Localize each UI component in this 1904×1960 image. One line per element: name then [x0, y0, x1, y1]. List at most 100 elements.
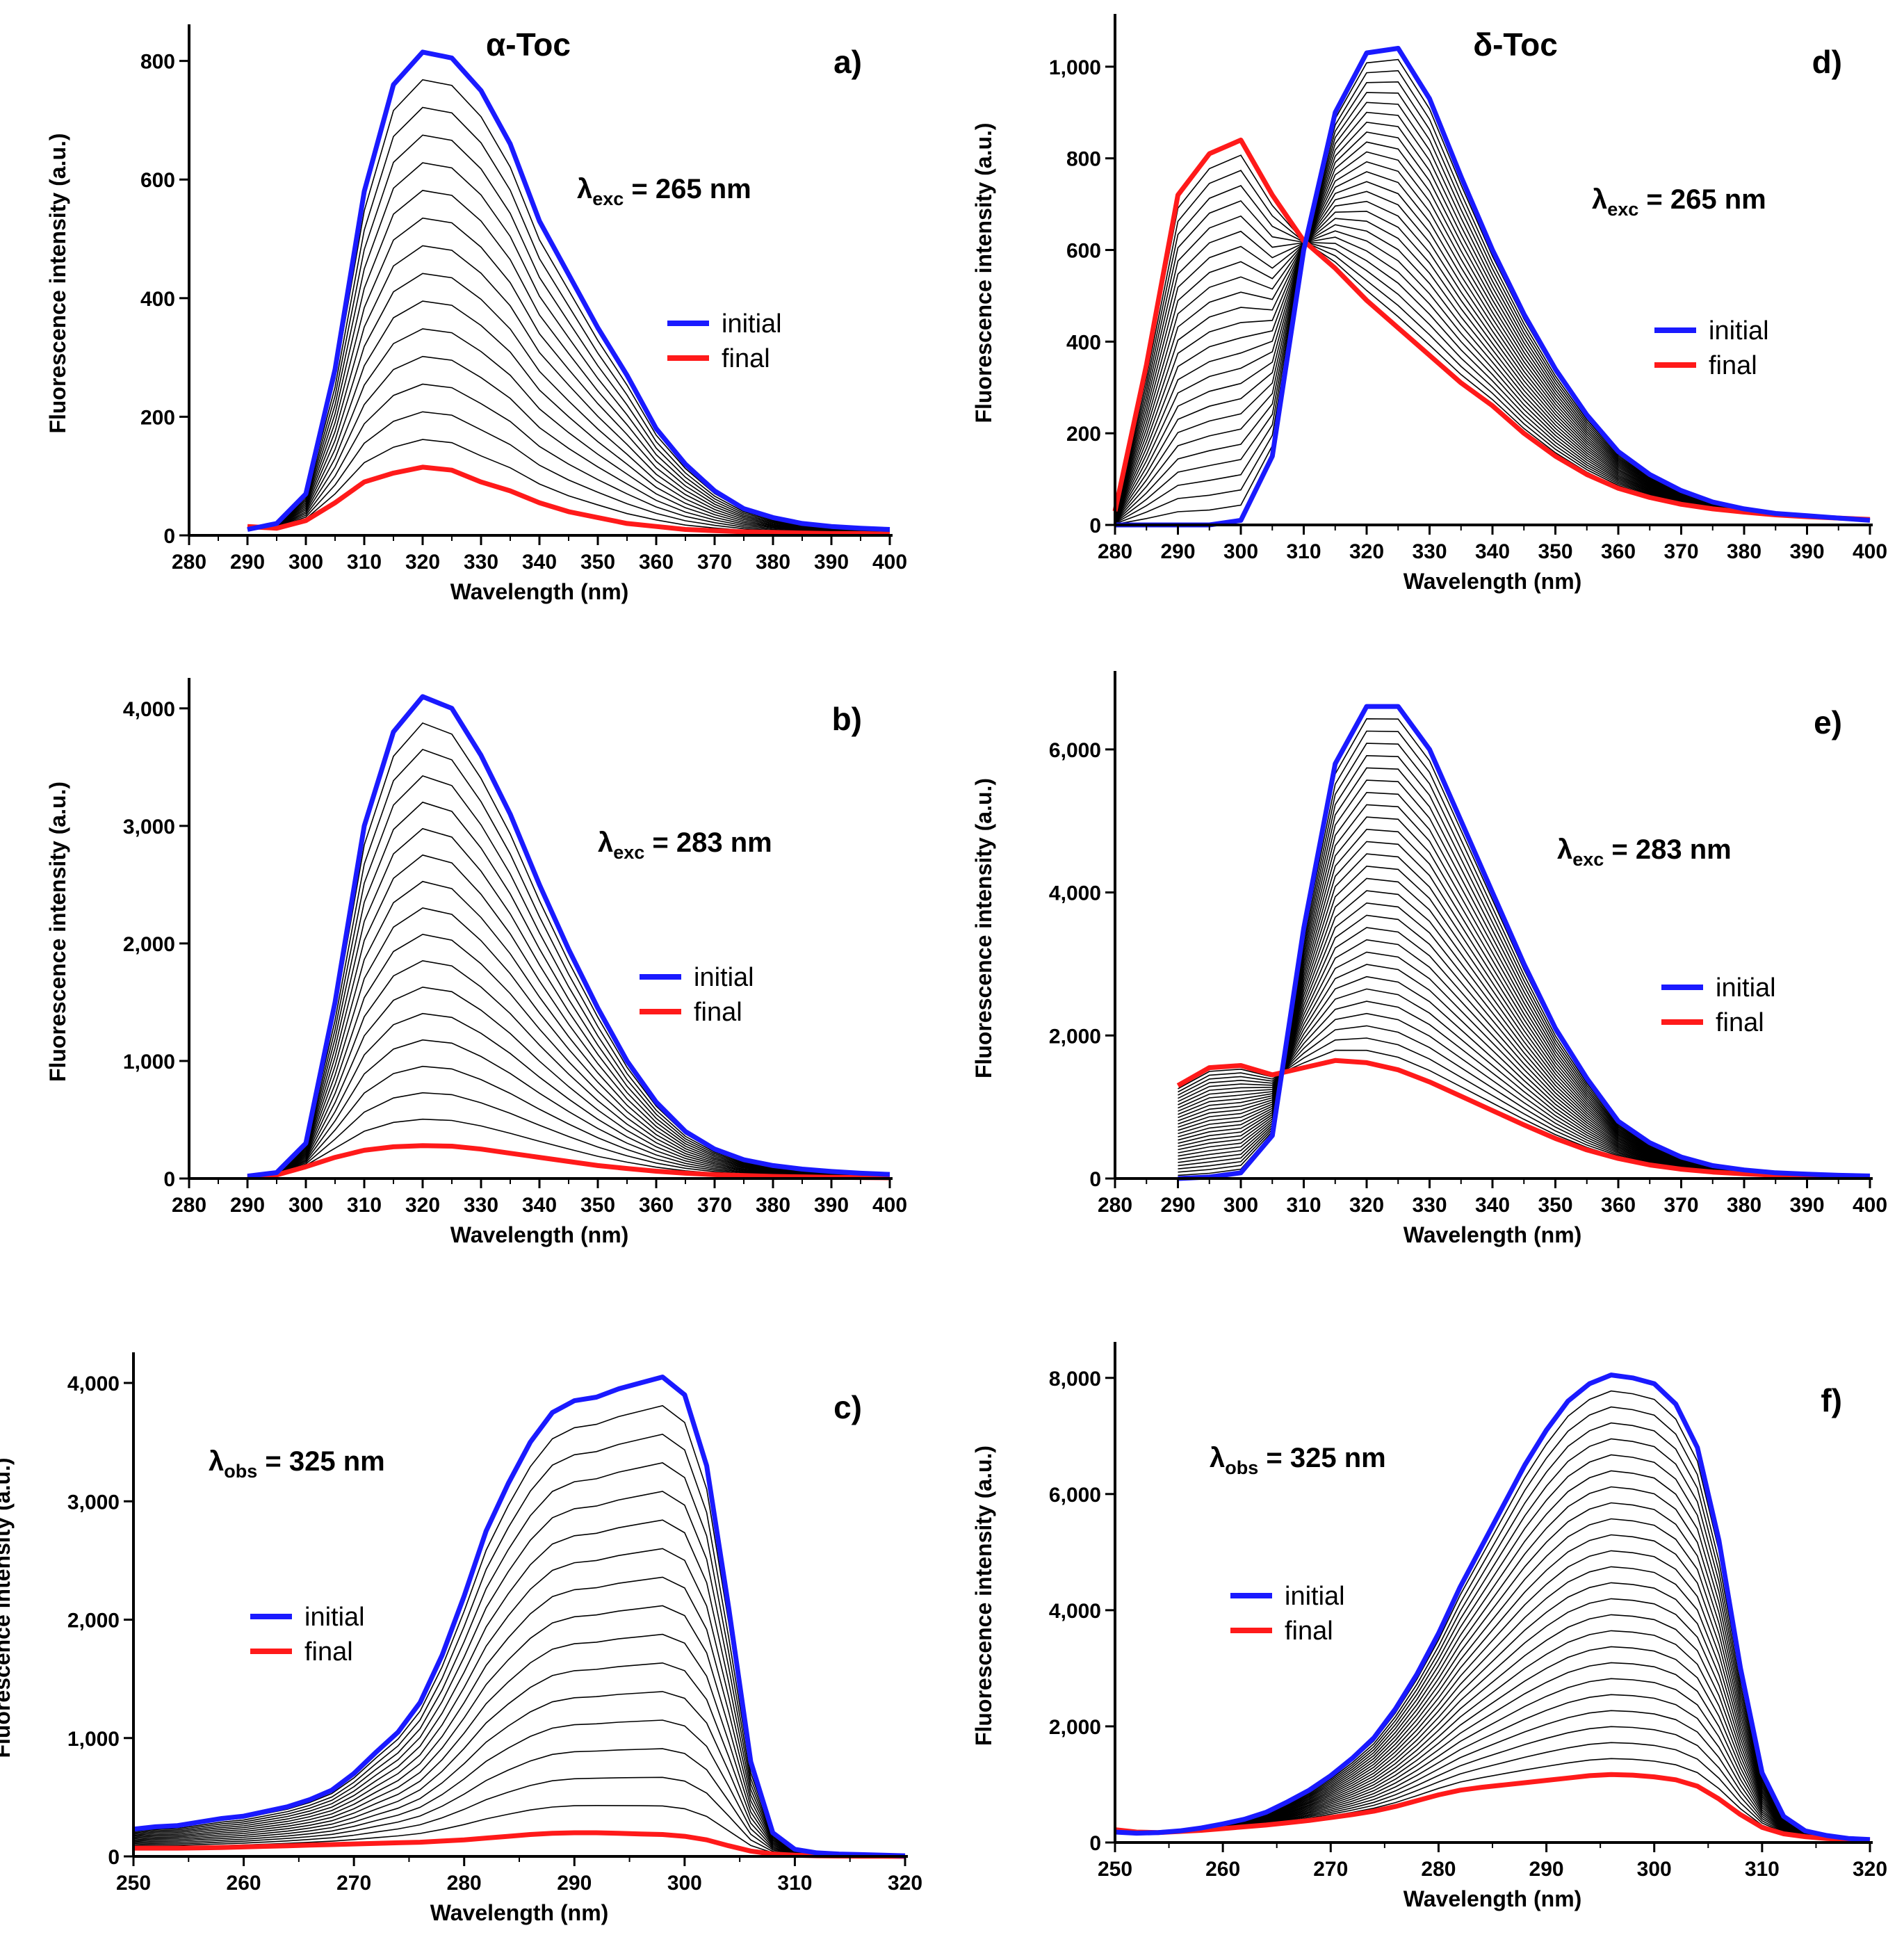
y-tick-label-4: 4,000 — [123, 698, 175, 721]
series-initial-line — [133, 1375, 906, 1858]
y-tick-label-1: 200 — [140, 406, 175, 429]
y-tick-label-3: 3,000 — [67, 1491, 120, 1514]
lambda-value: = 325 nm — [257, 1446, 384, 1477]
x-tick-label-0: 250 — [1098, 1858, 1132, 1881]
chart-panel-1: 280 290 300 310 320 330 340 350 360 370 380 390 400 0… — [45, 678, 907, 1247]
intermediate-curve-3 — [247, 134, 890, 531]
x-tick-label-3: 310 — [1286, 1194, 1321, 1217]
y-tick-label-3: 600 — [1066, 240, 1101, 263]
x-tick-label-5: 330 — [1412, 1194, 1447, 1217]
y-tick-label-0: 0 — [163, 525, 175, 548]
x-tick-label-12: 400 — [1853, 1194, 1887, 1217]
intermediate-curve-11 — [247, 986, 890, 1178]
x-tick-label-1: 260 — [1205, 1858, 1240, 1881]
panel-title: α-Toc — [486, 26, 571, 63]
y-tick-label-2: 4,000 — [1049, 882, 1101, 905]
y-tick-label-4: 800 — [140, 51, 175, 74]
x-axis-title: Wavelength (nm) — [430, 1900, 609, 1925]
series-initial-line — [247, 49, 890, 532]
x-tick-label-2: 300 — [288, 1194, 323, 1217]
x-tick-label-4: 320 — [405, 551, 440, 574]
legend-label-initial: initial — [1709, 316, 1769, 346]
x-tick-label-7: 350 — [1538, 1194, 1572, 1217]
intermediate-curve-10 — [133, 1662, 906, 1857]
x-tick-label-8: 360 — [1601, 1194, 1636, 1217]
y-tick-label-3: 6,000 — [1049, 1484, 1101, 1507]
intermediate-curve-10 — [247, 328, 890, 533]
x-tick-label-1: 260 — [227, 1872, 261, 1895]
panel-letter: d) — [1812, 44, 1842, 80]
intermediate-curve-9 — [133, 1633, 906, 1857]
intermediate-curve-5 — [247, 190, 890, 532]
lambda-subscript: obs — [1225, 1457, 1258, 1478]
x-tick-label-10: 380 — [756, 1194, 790, 1217]
x-tick-label-12: 400 — [872, 1194, 907, 1217]
x-tick-label-10: 380 — [1727, 540, 1761, 563]
legend-label-initial: initial — [1716, 973, 1776, 1003]
x-tick-label-8: 360 — [1601, 540, 1636, 563]
intermediate-curve-8 — [247, 907, 890, 1178]
lambda-annotation: λobs = 325 nm — [209, 1446, 385, 1482]
lambda-value: = 265 nm — [624, 174, 751, 204]
x-tick-label-6: 310 — [777, 1872, 812, 1895]
x-tick-label-5: 330 — [1412, 540, 1447, 563]
lambda-annotation: λexc = 265 nm — [1592, 184, 1766, 220]
x-tick-label-4: 320 — [1349, 540, 1384, 563]
lambda-symbol: λ — [1592, 184, 1607, 215]
x-tick-label-2: 300 — [1223, 1194, 1258, 1217]
y-axis-title: Fluorescence intensity (a.u.) — [0, 1457, 15, 1758]
x-tick-label-9: 370 — [1663, 540, 1698, 563]
x-tick-label-4: 290 — [1529, 1858, 1564, 1881]
chart-panel-2: 250 260 270 280 290 300 310 320 0 1,000 2,000 3,000… — [0, 1352, 922, 1925]
x-tick-label-6: 340 — [522, 551, 557, 574]
series-final-line — [1114, 1772, 1871, 1843]
x-tick-label-6: 340 — [522, 1194, 557, 1217]
legend-label-initial: initial — [1285, 1582, 1345, 1611]
x-tick-label-3: 280 — [447, 1872, 482, 1895]
y-tick-label-2: 4,000 — [1049, 1600, 1101, 1623]
intermediate-curve-6 — [133, 1548, 906, 1857]
lambda-annotation: λobs = 325 nm — [1210, 1443, 1386, 1478]
x-tick-label-9: 370 — [1663, 1194, 1698, 1217]
legend-label-final: final — [1285, 1617, 1333, 1646]
lambda-value: = 283 nm — [1604, 834, 1731, 865]
x-tick-label-12: 400 — [872, 551, 907, 574]
series-final-line — [1112, 137, 1871, 522]
y-tick-label-0: 0 — [108, 1846, 120, 1869]
y-axis-title: Fluorescence intensity (a.u.) — [971, 122, 996, 423]
y-axis-title: Fluorescence intensity (a.u.) — [45, 781, 70, 1082]
intermediate-curve-11 — [133, 1691, 906, 1857]
y-tick-label-1: 2,000 — [1049, 1025, 1101, 1048]
x-tick-label-7: 350 — [580, 1194, 615, 1217]
x-tick-label-1: 290 — [230, 551, 265, 574]
x-tick-label-4: 290 — [557, 1872, 592, 1895]
x-tick-label-0: 280 — [172, 551, 206, 574]
x-axis-title: Wavelength (nm) — [1403, 1886, 1582, 1911]
legend-label-initial: initial — [722, 309, 782, 339]
panel-title: δ-Toc — [1473, 26, 1558, 63]
chart-panel-5: 250 260 270 280 290 300 310 320 0 2,000 4,000 6,000… — [971, 1342, 1887, 1911]
intermediate-curve-6 — [247, 217, 890, 532]
series-final-line — [247, 464, 890, 537]
x-axis-title: Wavelength (nm) — [450, 1222, 629, 1247]
lambda-symbol: λ — [209, 1446, 224, 1477]
x-tick-label-2: 300 — [1223, 540, 1258, 563]
lambda-value: = 265 nm — [1638, 184, 1766, 215]
series-final-line — [1176, 1058, 1871, 1180]
y-tick-label-1: 1,000 — [123, 1051, 175, 1074]
y-tick-label-3: 6,000 — [1049, 739, 1101, 762]
x-tick-label-5: 330 — [464, 1194, 498, 1217]
intermediate-curve-8 — [133, 1605, 906, 1857]
x-tick-label-2: 270 — [336, 1872, 371, 1895]
intermediate-curve-5 — [133, 1519, 906, 1857]
x-tick-label-1: 290 — [1160, 1194, 1195, 1217]
intermediate-curve-7 — [247, 245, 890, 533]
legend-label-initial: initial — [304, 1603, 365, 1632]
series-initial-line — [247, 694, 890, 1179]
x-axis-title: Wavelength (nm) — [1403, 569, 1582, 594]
x-tick-label-11: 390 — [814, 551, 849, 574]
x-tick-label-8: 360 — [639, 551, 674, 574]
x-tick-label-0: 280 — [172, 1194, 206, 1217]
y-tick-label-3: 600 — [140, 169, 175, 192]
panel-letter: b) — [832, 701, 862, 737]
